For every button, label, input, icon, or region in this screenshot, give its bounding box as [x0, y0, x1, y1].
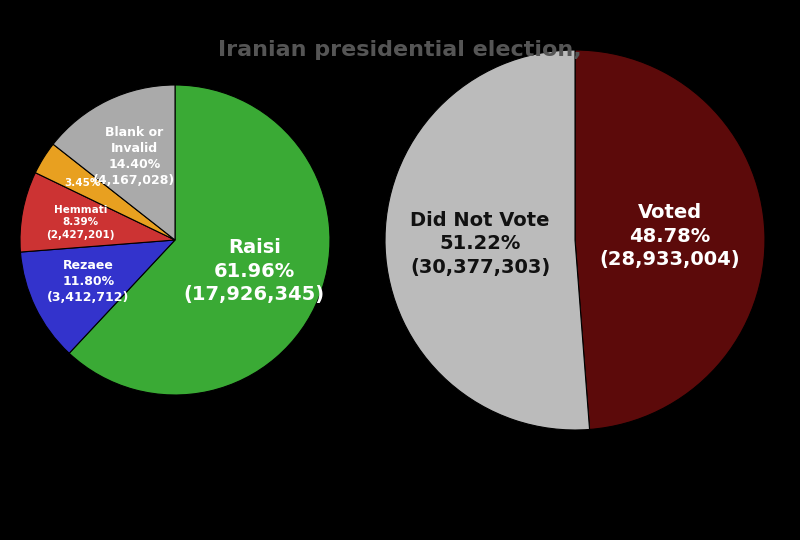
Wedge shape [20, 173, 175, 252]
Text: 3.45%: 3.45% [65, 178, 101, 187]
Wedge shape [69, 85, 330, 395]
Text: Did Not Vote
51.22%
(30,377,303): Did Not Vote 51.22% (30,377,303) [410, 211, 550, 276]
Text: Voted
48.78%
(28,933,004): Voted 48.78% (28,933,004) [600, 204, 740, 269]
Wedge shape [21, 240, 175, 353]
Wedge shape [385, 50, 590, 430]
Text: Rezaee
11.80%
(3,412,712): Rezaee 11.80% (3,412,712) [47, 259, 130, 304]
Text: Iranian presidential election,: Iranian presidential election, [218, 40, 582, 60]
Wedge shape [53, 85, 175, 240]
Text: Blank or
Invalid
14.40%
(4,167,028): Blank or Invalid 14.40% (4,167,028) [94, 126, 175, 187]
Text: Raisi
61.96%
(17,926,345): Raisi 61.96% (17,926,345) [184, 238, 325, 304]
Wedge shape [35, 144, 175, 240]
Wedge shape [575, 50, 765, 429]
Text: Hemmati
8.39%
(2,427,201): Hemmati 8.39% (2,427,201) [46, 205, 115, 240]
